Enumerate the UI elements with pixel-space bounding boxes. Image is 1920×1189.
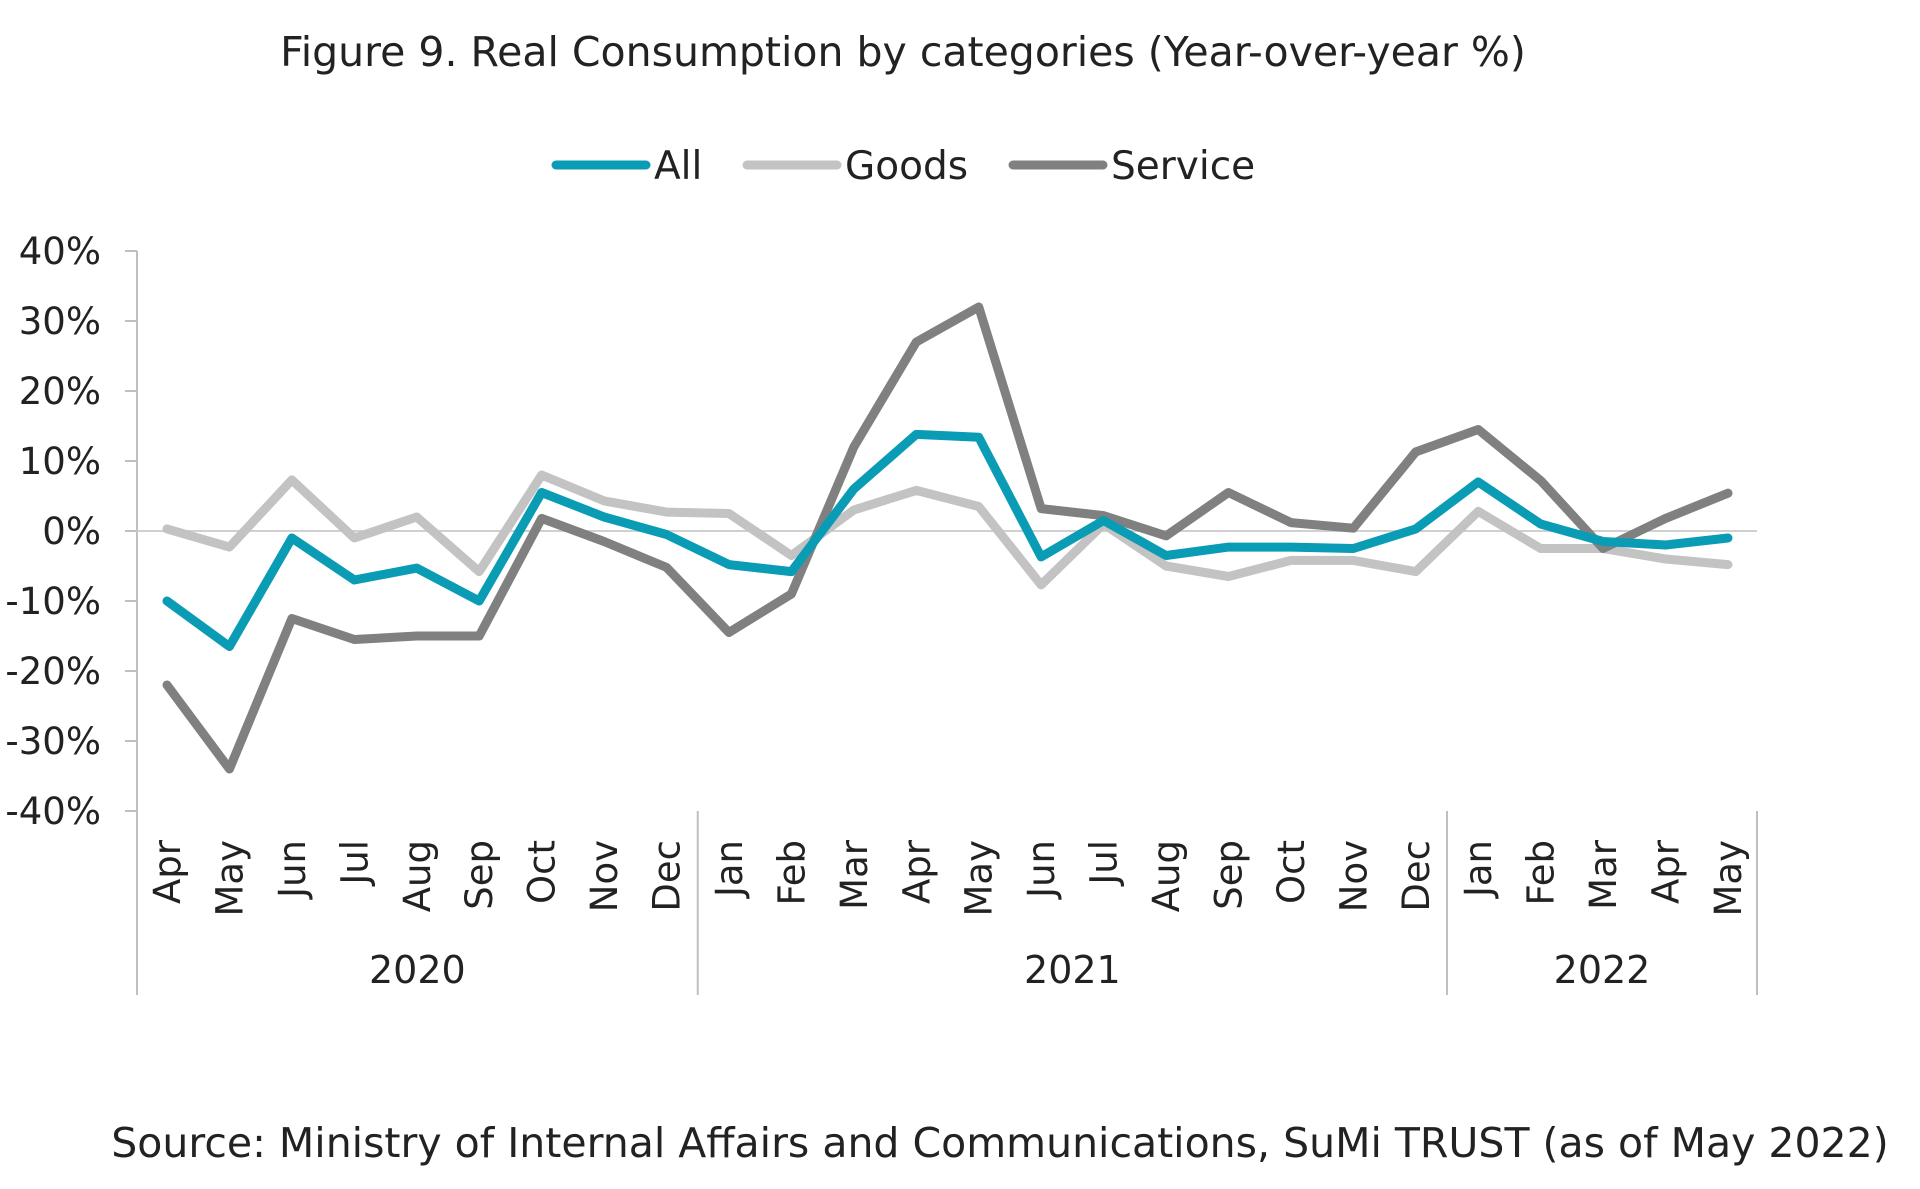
year-label: 2022 [1554, 948, 1651, 992]
x-tick-label: Mar [1582, 839, 1625, 910]
x-tick-label: Aug [1145, 840, 1188, 912]
y-tick-label: 40% [19, 230, 101, 273]
legend-label-all: All [654, 144, 702, 189]
y-tick-label: -40% [5, 790, 101, 833]
axes: 40% 30% 20% 10% 0% -10% -20% -30% -40% Apr May Jun J… [5, 230, 1757, 995]
x-tick-label: Feb [1520, 840, 1563, 906]
x-tick-label: Mar [833, 839, 876, 910]
y-tick-label: -30% [5, 720, 101, 763]
x-tick-label: Jun [1020, 840, 1063, 900]
x-tick-label: Nov [1332, 840, 1375, 912]
x-tick-label: Dec [1395, 840, 1438, 912]
x-tick-label: May [1707, 840, 1750, 917]
y-tick-label: 0% [42, 510, 101, 553]
x-tick-label: Sep [458, 840, 501, 910]
year-label: 2020 [369, 948, 466, 992]
y-tick-label: 10% [19, 440, 101, 483]
x-tick-label: Jan [708, 840, 751, 899]
x-tick-label: Jul [333, 840, 376, 887]
chart-title: Figure 9. Real Consumption by categories… [280, 28, 1526, 76]
x-tick-label: May [208, 840, 251, 917]
legend-label-goods: Goods [845, 144, 968, 189]
x-tick-label: Oct [521, 840, 564, 904]
x-tick-label: Feb [770, 840, 813, 906]
x-tick-label: Oct [1270, 840, 1313, 904]
x-tick-label: Apr [895, 839, 938, 904]
y-tick-label: -20% [5, 650, 101, 693]
legend-label-service: Service [1111, 144, 1255, 189]
source-note: Source: Ministry of Internal Affairs and… [111, 1119, 1888, 1167]
x-tick-label: Jun [271, 840, 314, 900]
x-tick-label: Jan [1457, 840, 1500, 899]
y-tick-label: -10% [5, 580, 101, 623]
x-tick-label: Apr [146, 839, 189, 904]
y-tick-label: 30% [19, 300, 101, 343]
y-tick-label: 20% [19, 370, 101, 413]
x-tick-label: May [958, 840, 1001, 917]
legend: All Goods Service [556, 144, 1255, 189]
series-lines [167, 307, 1728, 769]
x-tick-label: Jul [1083, 840, 1126, 887]
series-line-service [167, 307, 1728, 769]
x-tick-label: Dec [646, 840, 689, 912]
series-line-all [167, 434, 1728, 646]
x-tick-label: Sep [1207, 840, 1250, 910]
x-tick-label: Nov [583, 840, 626, 912]
x-tick-label: Aug [396, 840, 439, 912]
x-tick-label: Apr [1645, 839, 1688, 904]
year-label: 2021 [1024, 948, 1121, 992]
